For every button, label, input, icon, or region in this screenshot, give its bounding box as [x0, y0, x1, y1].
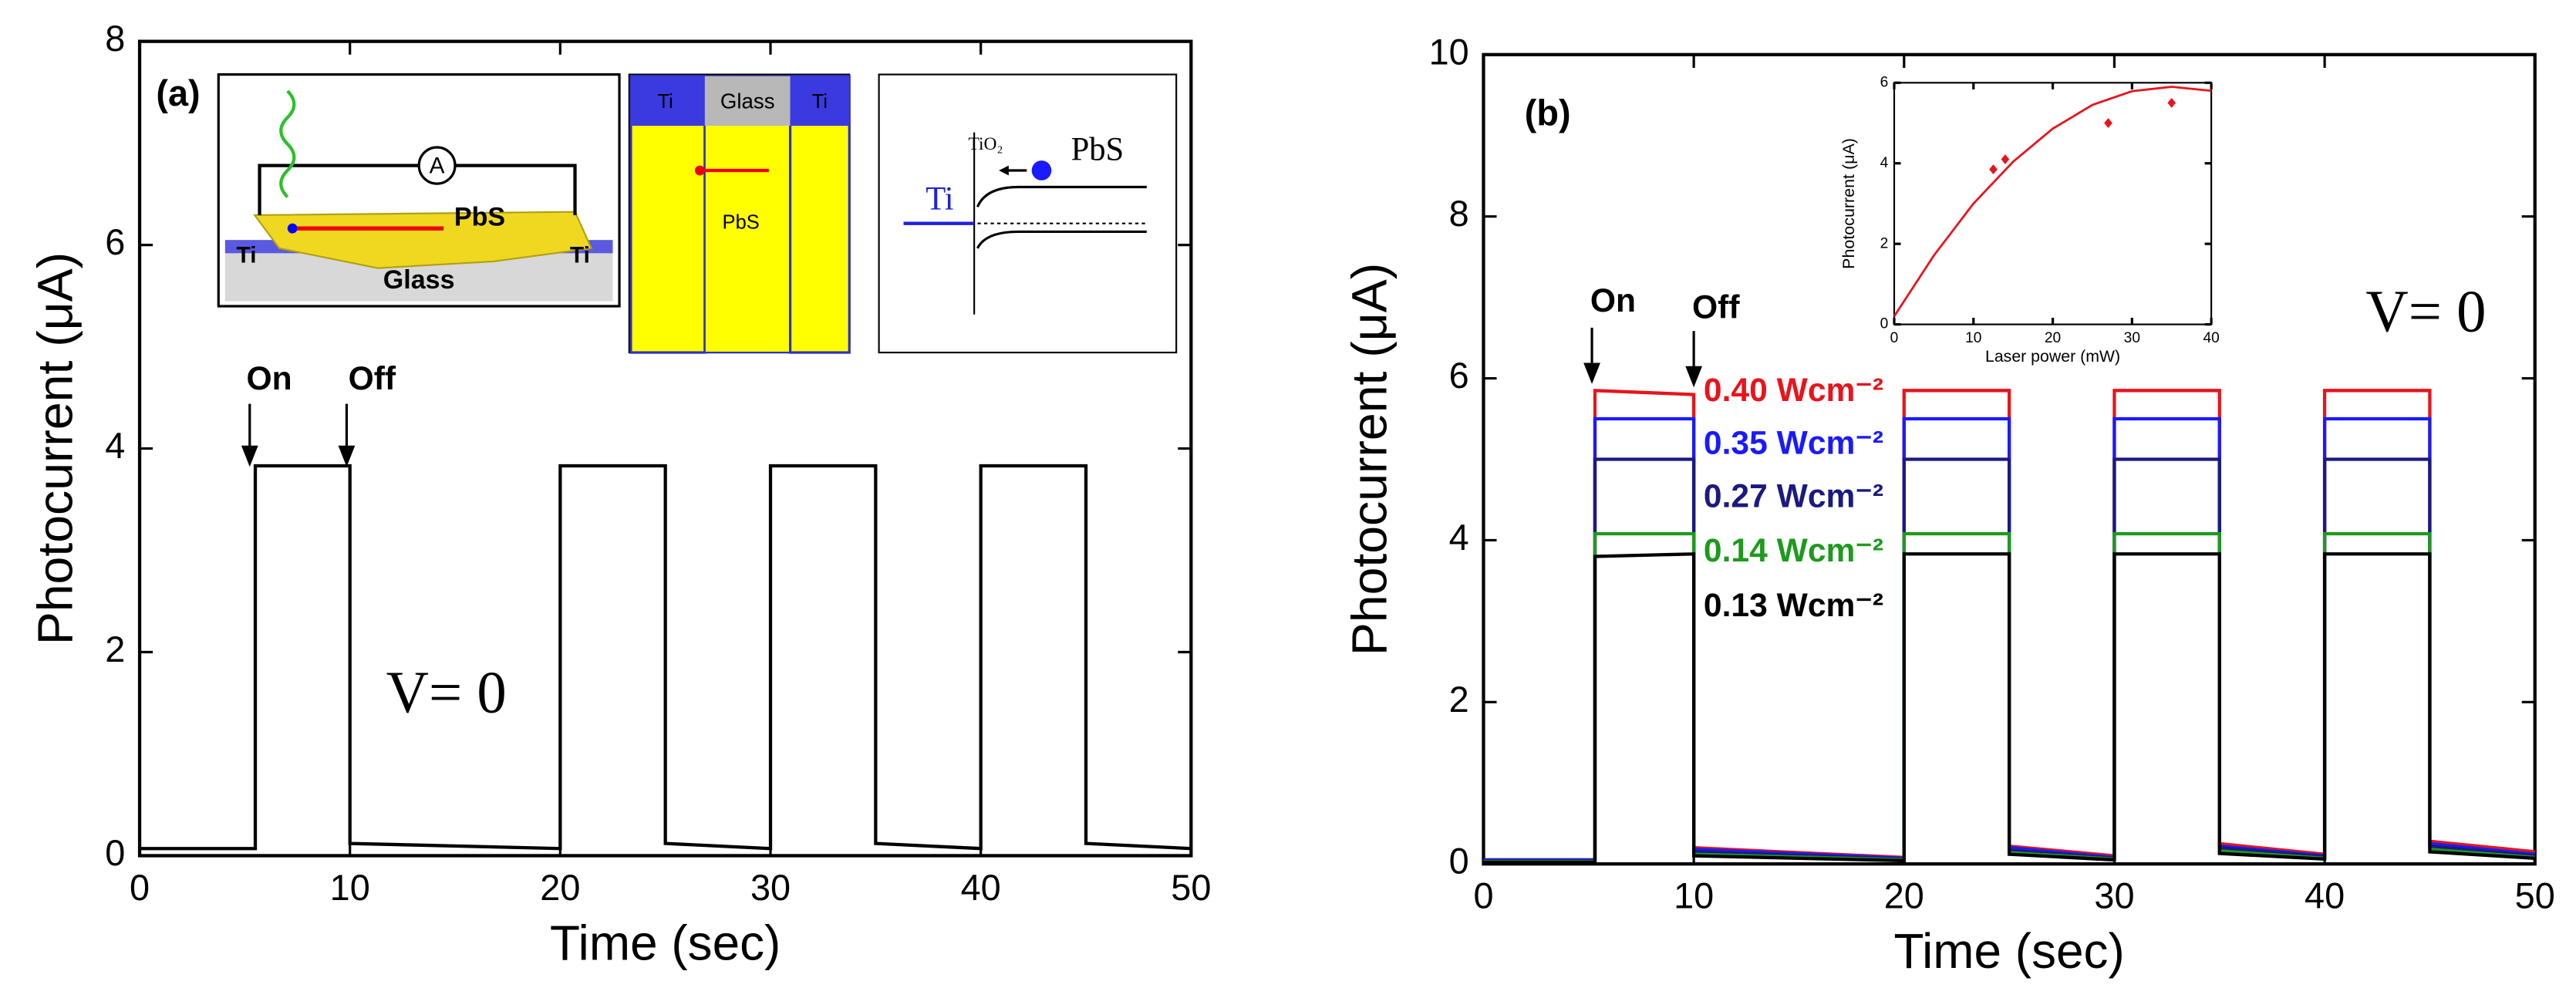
data-point: [2104, 118, 2112, 128]
y-tick-label: 2: [1449, 679, 1469, 720]
x-tick-label: 40: [2305, 875, 2345, 915]
inset-label: Ti: [570, 242, 590, 268]
y-tick-label: 6: [1880, 74, 1889, 90]
x-tick-label: 20: [540, 867, 580, 908]
y-tick-label: 4: [105, 425, 125, 466]
x-tick-label: 0: [1473, 875, 1493, 915]
annotation: Off: [1692, 288, 1740, 325]
x-tick-label: 40: [961, 867, 1001, 908]
x-tick-label: 10: [1965, 330, 1981, 346]
inset-label: Glass: [383, 265, 455, 295]
chart: 0 10 20 30 40 0 2 4 6 Laser power (mW) Photocurren…: [1839, 74, 2220, 366]
y-tick-label: 0: [1880, 316, 1889, 332]
y-tick-label: 0: [105, 832, 125, 873]
inset-label: Ti: [926, 181, 953, 217]
chart: 0 10 20 30 40 50 0 2 4 6 8 Time (sec) Photocurrent (…: [28, 18, 1212, 971]
x-tick-label: 50: [1171, 867, 1211, 908]
x-tick-label: 30: [2124, 330, 2140, 346]
y-axis-label: Photocurrent (μA): [1342, 263, 1398, 656]
inset-label: TiO₂: [969, 134, 1003, 154]
annotation: (a): [156, 72, 200, 113]
data-point: [1989, 164, 1998, 175]
y-tick-label: 10: [1429, 31, 1469, 72]
y-tick-label: 6: [1449, 355, 1469, 396]
inset-label: Ti: [658, 91, 673, 113]
y-tick-label: 2: [1880, 235, 1889, 251]
series-line: [1483, 552, 2535, 865]
x-tick-label: 40: [2203, 330, 2219, 346]
x-tick-label: 10: [330, 867, 370, 908]
annotation: (b): [1525, 93, 1571, 133]
legend-label: 0.35 Wcm⁻²: [1704, 424, 1883, 461]
device-schematic: [217, 72, 621, 308]
legend-label: 0.27 Wcm⁻²: [1704, 477, 1883, 514]
y-tick-label: 4: [1880, 155, 1889, 171]
plot-frame: [1482, 52, 2537, 866]
x-axis-label: Time (sec): [1893, 923, 2124, 979]
x-tick-label: 0: [130, 867, 150, 908]
x-tick-label: 30: [2094, 875, 2134, 915]
x-axis-label: Laser power (mW): [1985, 347, 2120, 366]
annotation: On: [247, 360, 292, 397]
x-tick-label: 50: [2515, 875, 2555, 915]
inset-label: Glass: [720, 89, 775, 113]
x-tick-label: 10: [1674, 875, 1714, 915]
data-point: [2001, 154, 2010, 164]
series-line: [1893, 86, 2212, 317]
inset-label: PbS: [454, 202, 505, 231]
inset-label: PbS: [1071, 131, 1124, 167]
x-tick-label: 20: [1884, 875, 1924, 915]
y-axis-label: Photocurrent (μA): [28, 252, 83, 645]
y-tick-label: 8: [1449, 193, 1469, 234]
y-tick-label: 4: [1449, 517, 1469, 558]
legend-label: 0.14 Wcm⁻²: [1704, 532, 1883, 569]
series-line: [140, 464, 1192, 851]
inset-background: [1839, 69, 2221, 374]
legend-label: 0.40 Wcm⁻²: [1704, 372, 1883, 409]
y-tick-label: 6: [105, 221, 125, 262]
y-axis-label: Photocurrent (μA): [1839, 138, 1858, 269]
legend-label: 0.13 Wcm⁻²: [1704, 587, 1883, 624]
annotation: Off: [349, 360, 396, 397]
inset-label: Ti: [812, 91, 828, 113]
x-axis-label: Time (sec): [550, 915, 781, 970]
y-tick-label: 8: [105, 18, 125, 59]
annotation: V= 0: [386, 659, 507, 725]
band-diagram: [878, 73, 1178, 354]
x-tick-label: 30: [750, 867, 791, 908]
arrows: [241, 327, 1703, 467]
y-tick-label: 2: [105, 629, 125, 669]
y-tick-label: 0: [1449, 840, 1469, 881]
top-view-schematic: [628, 73, 851, 354]
annotation: V= 0: [2365, 278, 2486, 344]
inset-label: PbS: [723, 211, 760, 233]
x-tick-label: 20: [2045, 330, 2061, 346]
inset-label: Ti: [237, 242, 257, 268]
x-tick-label: 0: [1890, 330, 1899, 346]
inset-label: A: [430, 153, 445, 179]
data-point: [2167, 97, 2176, 108]
annotation: On: [1590, 282, 1636, 319]
